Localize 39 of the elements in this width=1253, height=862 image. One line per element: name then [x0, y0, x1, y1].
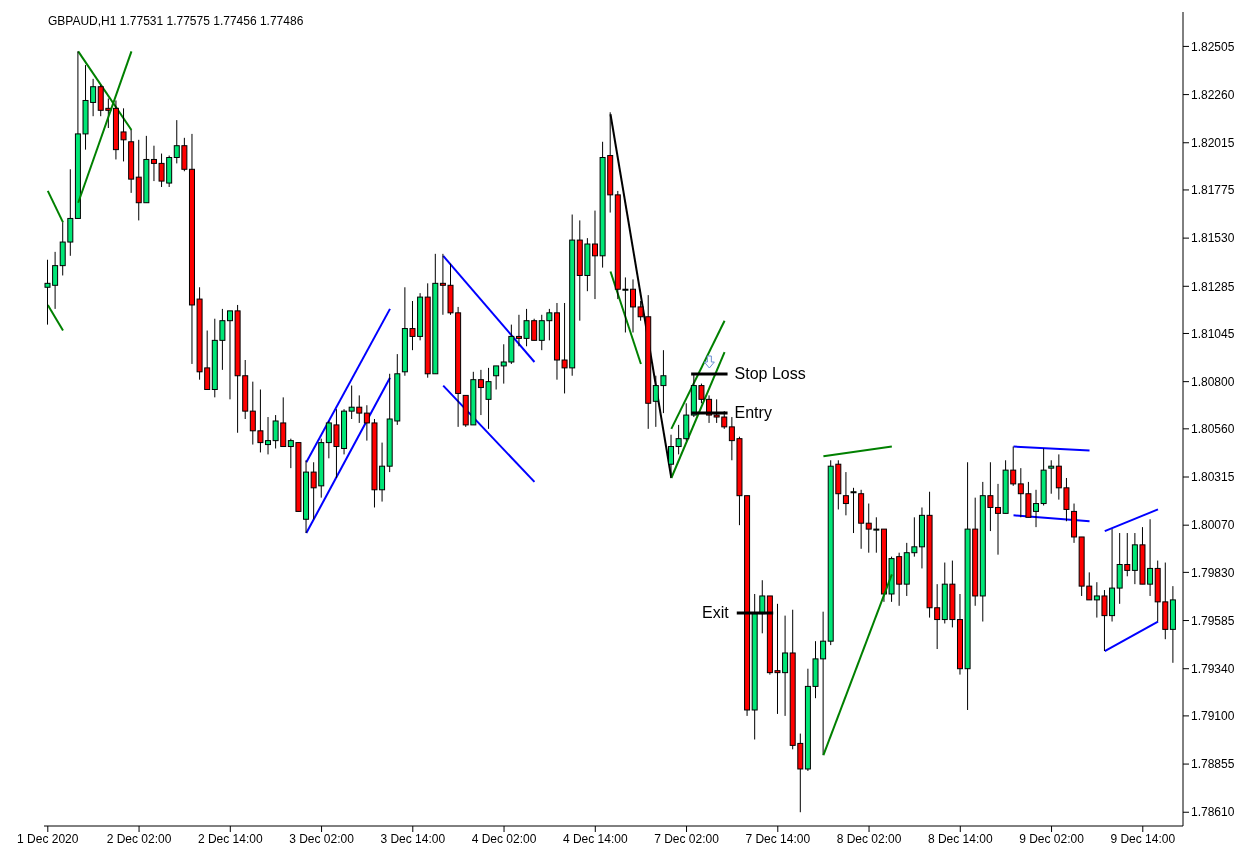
annotation: Stop Loss [734, 365, 806, 382]
x-tick-label: 7 Dec 02:00 [654, 831, 720, 846]
y-tick-label: 1.79340 [1191, 661, 1235, 676]
x-tick-label: 4 Dec 02:00 [471, 831, 537, 846]
y-tick-label: 1.79830 [1191, 565, 1235, 580]
y-tick-label: 1.80800 [1191, 374, 1235, 389]
x-tick-label: 9 Dec 02:00 [1019, 831, 1085, 846]
y-tick-label: 1.80070 [1191, 518, 1235, 533]
x-tick-label: 9 Dec 14:00 [1110, 831, 1176, 846]
x-tick-label: 7 Dec 14:00 [745, 831, 811, 846]
y-tick-label: 1.82015 [1191, 136, 1235, 151]
annotation: Exit [702, 604, 730, 621]
x-tick-label: 8 Dec 02:00 [836, 831, 902, 846]
x-tick-label: 2 Dec 02:00 [106, 831, 172, 846]
y-tick-label: 1.80560 [1191, 422, 1235, 437]
y-tick-label: 1.82260 [1191, 87, 1235, 102]
candlestick [850, 487, 857, 534]
candlestick [1048, 459, 1055, 495]
x-tick-label: 4 Dec 14:00 [562, 831, 628, 846]
y-tick-label: 1.81045 [1191, 326, 1235, 341]
y-tick-label: 1.78855 [1191, 757, 1235, 772]
x-tick-label: 1 Dec 2020 [17, 831, 79, 846]
y-tick-label: 1.82505 [1191, 39, 1235, 54]
x-tick-label: 8 Dec 14:00 [927, 831, 993, 846]
y-tick-label: 1.80315 [1191, 470, 1235, 485]
x-tick-label: 3 Dec 02:00 [289, 831, 355, 846]
y-tick-label: 1.79100 [1191, 709, 1235, 724]
y-tick-label: 1.81530 [1191, 231, 1235, 246]
y-tick-label: 1.78610 [1191, 805, 1235, 820]
x-tick-label: 2 Dec 14:00 [197, 831, 263, 846]
candlestick [842, 471, 849, 516]
candlestick [493, 365, 500, 391]
y-tick-label: 1.81285 [1191, 279, 1235, 294]
candlestick [759, 579, 766, 634]
y-tick-label: 1.79585 [1191, 613, 1235, 628]
chart-title: GBPAUD,H1 1.77531 1.77575 1.77456 1.77486 [48, 14, 304, 28]
annotation: Entry [734, 404, 772, 421]
y-tick-label: 1.81775 [1191, 183, 1235, 198]
x-tick-label: 3 Dec 14:00 [380, 831, 446, 846]
